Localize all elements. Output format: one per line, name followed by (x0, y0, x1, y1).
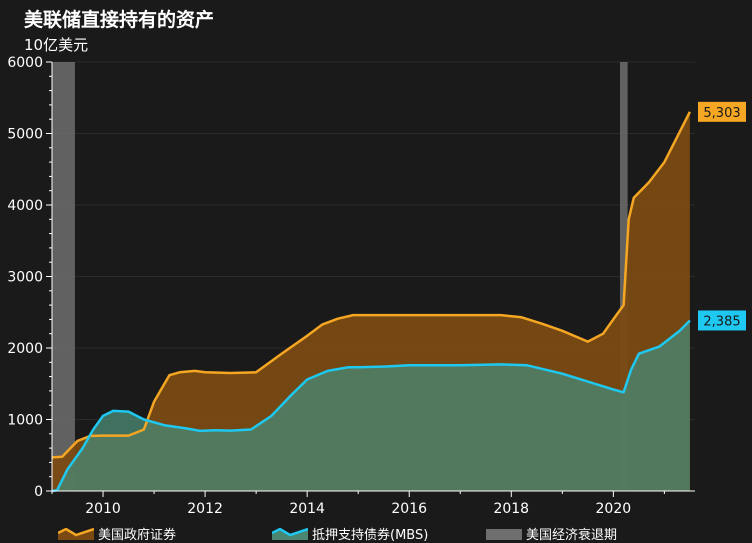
legend: 美国政府证券 抵押支持债券(MBS) 美国经济衰退期 (0, 522, 752, 543)
treasury-line (51, 111, 692, 459)
legend-label-treasury: 美国政府证券 (98, 528, 177, 543)
y-tick-label: 6000 (7, 55, 43, 71)
legend-swatch-treasury (58, 527, 94, 540)
mbs-line (51, 319, 691, 493)
legend-swatch-recession (486, 528, 522, 540)
chart-subtitle: 10亿美元 (24, 36, 89, 54)
x-tick-label: 2012 (187, 501, 223, 517)
y-tick-label: 2000 (7, 341, 43, 357)
y-tick-label: 5000 (7, 127, 43, 143)
legend-label-recession: 美国经济衰退期 (526, 528, 618, 543)
x-tick-label: 2018 (493, 501, 529, 517)
legend-item-mbs: 抵押支持债券(MBS) (272, 524, 428, 543)
y-tick-label: 0 (34, 484, 43, 500)
legend-swatch-mbs (272, 527, 308, 540)
x-tick-label: 2014 (289, 501, 325, 517)
legend-item-treasury: 美国政府证券 (58, 524, 176, 543)
recession-band (52, 62, 75, 491)
x-tick-label: 2010 (85, 501, 121, 517)
end-value-label: 2,385 (703, 314, 740, 329)
chart-title: 美联储直接持有的资产 (24, 9, 215, 31)
end-label-box (698, 101, 746, 122)
end-value-label: 5,303 (703, 106, 740, 121)
y-tick-label: 4000 (7, 198, 43, 214)
mbs-area (52, 320, 690, 491)
y-tick-label: 3000 (7, 270, 43, 286)
recession-band (619, 62, 628, 491)
legend-item-recession: 美国经济衰退期 (486, 524, 617, 543)
legend-label-mbs: 抵押支持债券(MBS) (312, 528, 429, 543)
y-tick-label: 1000 (7, 413, 43, 429)
x-tick-label: 2020 (596, 501, 632, 517)
end-label-box (698, 310, 746, 331)
x-tick-label: 2016 (391, 501, 427, 517)
